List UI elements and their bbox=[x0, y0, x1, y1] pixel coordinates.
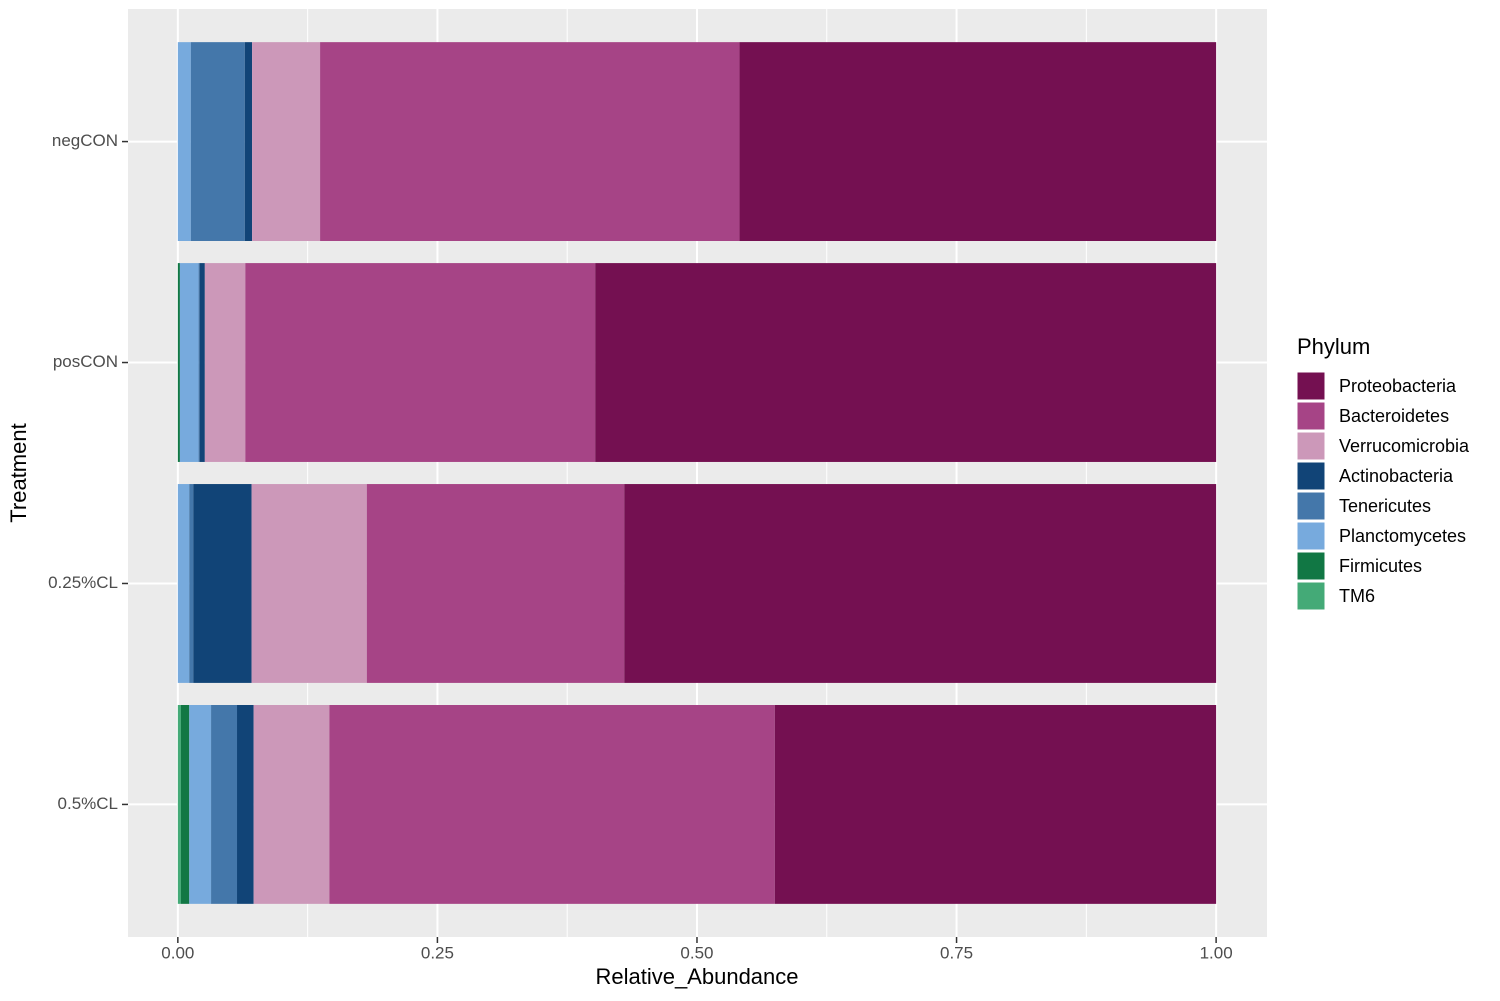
legend-label: Firmicutes bbox=[1339, 556, 1422, 576]
legend-label: TM6 bbox=[1339, 586, 1375, 606]
y-tick-label: posCON bbox=[53, 352, 118, 371]
bar-segment bbox=[177, 705, 181, 904]
bar-segment bbox=[198, 263, 200, 462]
bar-segment bbox=[252, 42, 321, 242]
legend-label: Proteobacteria bbox=[1339, 376, 1457, 396]
legend-label: Verrucomicrobia bbox=[1339, 436, 1470, 456]
bar-segment bbox=[199, 263, 205, 462]
bar-segment bbox=[189, 484, 194, 683]
bar-segment bbox=[204, 263, 246, 462]
legend-label: Planctomycetes bbox=[1339, 526, 1466, 546]
bar-segment bbox=[366, 484, 625, 683]
legend-key bbox=[1296, 401, 1326, 431]
bar-segment bbox=[179, 263, 199, 462]
x-tick-label: 1.00 bbox=[1200, 943, 1233, 962]
bar-segment bbox=[177, 263, 180, 462]
bar-segment bbox=[177, 42, 191, 242]
legend-key bbox=[1296, 551, 1326, 581]
legend-key bbox=[1296, 371, 1326, 401]
legend-key bbox=[1296, 491, 1326, 521]
bar-segment bbox=[251, 484, 367, 683]
bar-segment bbox=[177, 484, 190, 683]
bar-segment bbox=[774, 705, 1217, 904]
bar-segment bbox=[189, 705, 212, 904]
x-tick-label: 0.75 bbox=[940, 943, 973, 962]
bar-segment bbox=[180, 705, 190, 904]
x-tick-label: 0.25 bbox=[421, 943, 454, 962]
legend-title: Phylum bbox=[1297, 334, 1370, 359]
x-axis-title: Relative_Abundance bbox=[595, 964, 798, 989]
bar-segment bbox=[624, 484, 1217, 683]
bar-segment bbox=[190, 42, 245, 242]
legend-key bbox=[1296, 521, 1326, 551]
x-tick-label: 0.50 bbox=[680, 943, 713, 962]
bar-segment bbox=[253, 705, 330, 904]
legend-label: Actinobacteria bbox=[1339, 466, 1454, 486]
legend-label: Tenericutes bbox=[1339, 496, 1431, 516]
bar-segment bbox=[595, 263, 1217, 462]
legend-key bbox=[1296, 461, 1326, 491]
y-tick-label: 0.5%CL bbox=[58, 794, 118, 813]
bar-segment bbox=[211, 705, 238, 904]
bar-segment bbox=[244, 42, 253, 242]
y-tick-label: 0.25%CL bbox=[48, 573, 118, 592]
legend-label: Bacteroidetes bbox=[1339, 406, 1449, 426]
bar-segment bbox=[193, 484, 252, 683]
legend-key bbox=[1296, 431, 1326, 461]
bar-segment bbox=[237, 705, 254, 904]
y-axis-title: Treatment bbox=[6, 423, 31, 522]
bar-segment bbox=[739, 42, 1217, 242]
bar-segment bbox=[320, 42, 740, 242]
legend-key bbox=[1296, 581, 1326, 611]
bar-segment bbox=[329, 705, 775, 904]
bar-segment bbox=[245, 263, 596, 462]
x-tick-label: 0.00 bbox=[161, 943, 194, 962]
y-tick-label: negCON bbox=[52, 131, 118, 150]
